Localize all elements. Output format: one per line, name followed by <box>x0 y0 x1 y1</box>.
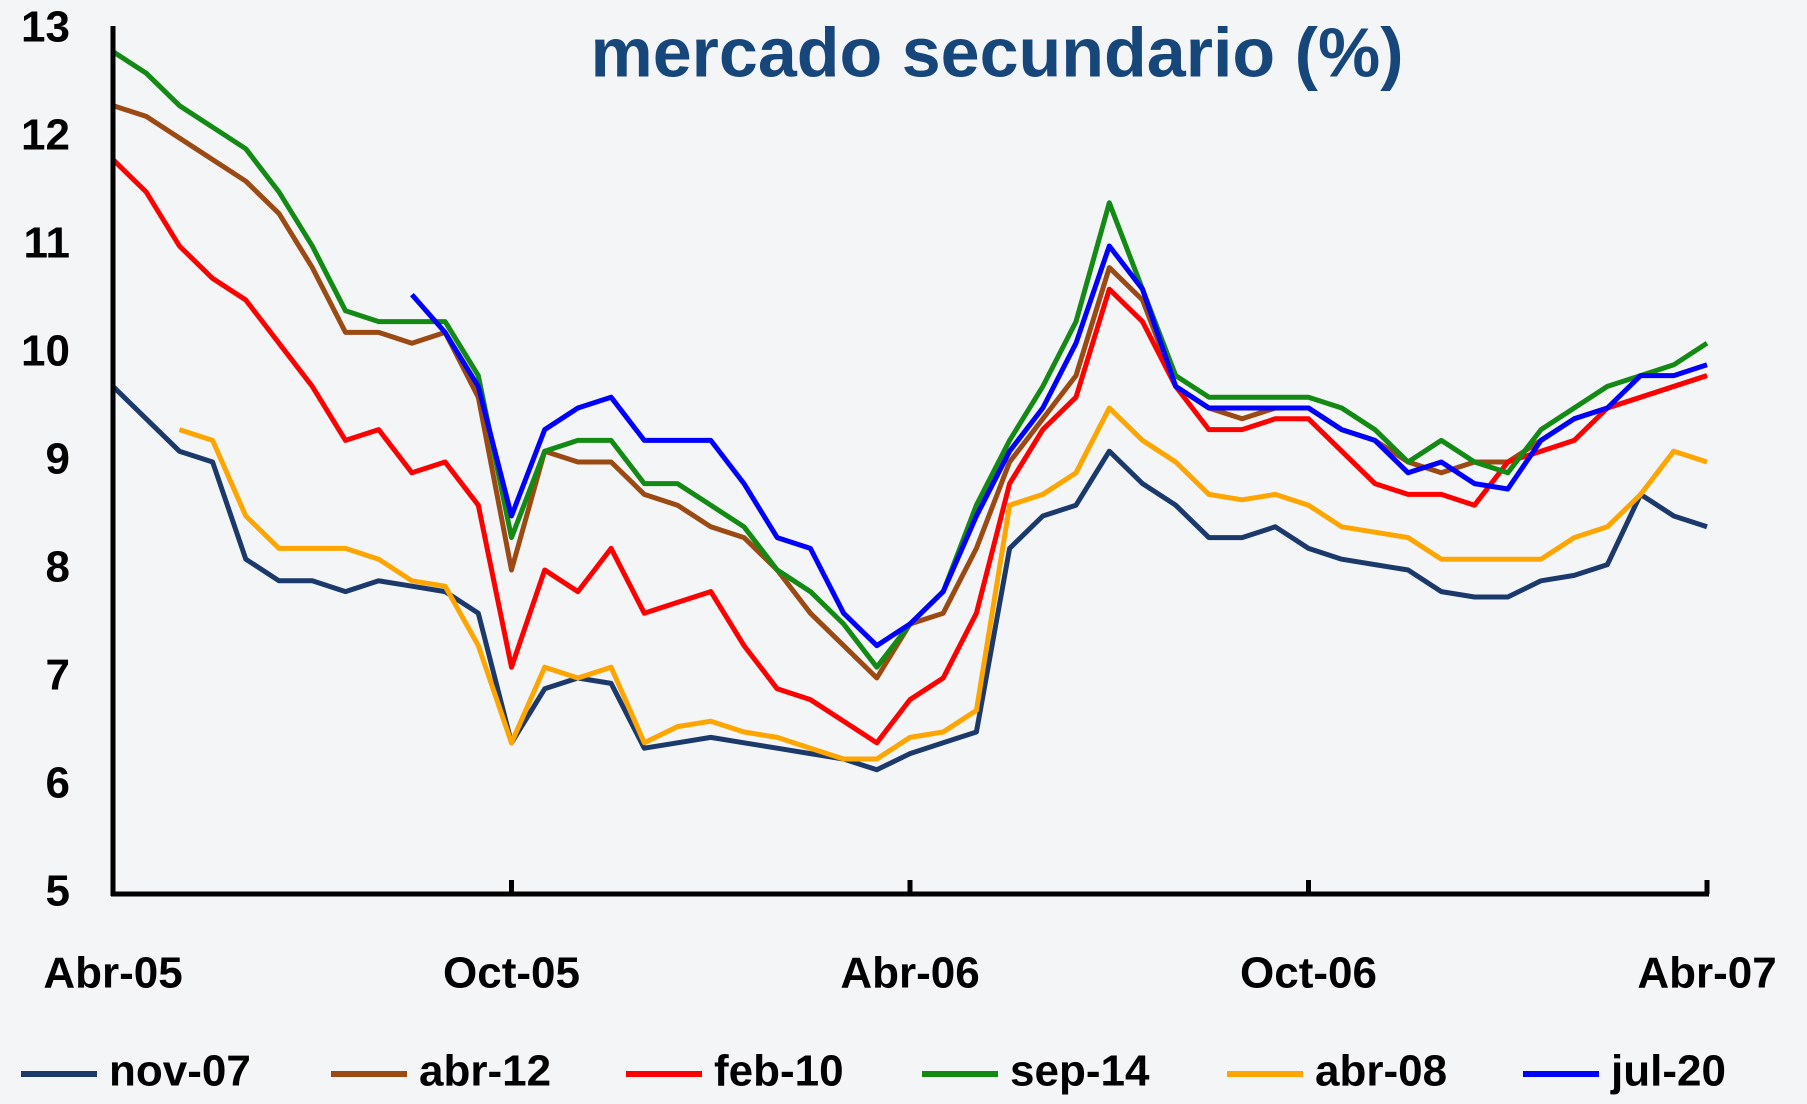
y-tick-label: 11 <box>23 219 70 268</box>
x-tick-label: Abr-07 <box>1637 949 1776 998</box>
y-tick-label: 5 <box>46 867 70 916</box>
series-line <box>410 243 1708 649</box>
y-tick-label: 10 <box>21 327 70 376</box>
series-line <box>178 405 1708 762</box>
legend-label: abr-12 <box>419 1047 551 1096</box>
y-tick-label: 13 <box>21 3 70 52</box>
y-tick-label: 7 <box>46 651 70 700</box>
chart-title: mercado secundario (%) <box>591 13 1404 91</box>
series-line <box>111 384 1708 773</box>
x-tick-label: Abr-05 <box>43 949 182 998</box>
y-tick-label: 12 <box>21 111 70 160</box>
series-line <box>112 103 1708 681</box>
legend-label: nov-07 <box>109 1047 251 1096</box>
series-line <box>111 157 1708 746</box>
y-tick-label: 9 <box>46 435 70 484</box>
legend-label: jul-20 <box>1610 1047 1726 1096</box>
y-tick-label: 8 <box>46 543 70 592</box>
series-line <box>111 49 1709 670</box>
legend-label: sep-14 <box>1010 1047 1150 1096</box>
x-tick-label: Oct-06 <box>1240 949 1377 998</box>
legend-label: feb-10 <box>714 1047 844 1096</box>
x-tick-label: Oct-05 <box>443 949 580 998</box>
legend-label: abr-08 <box>1315 1047 1447 1096</box>
y-tick-label: 6 <box>46 759 70 808</box>
x-tick-label: Abr-06 <box>840 949 979 998</box>
